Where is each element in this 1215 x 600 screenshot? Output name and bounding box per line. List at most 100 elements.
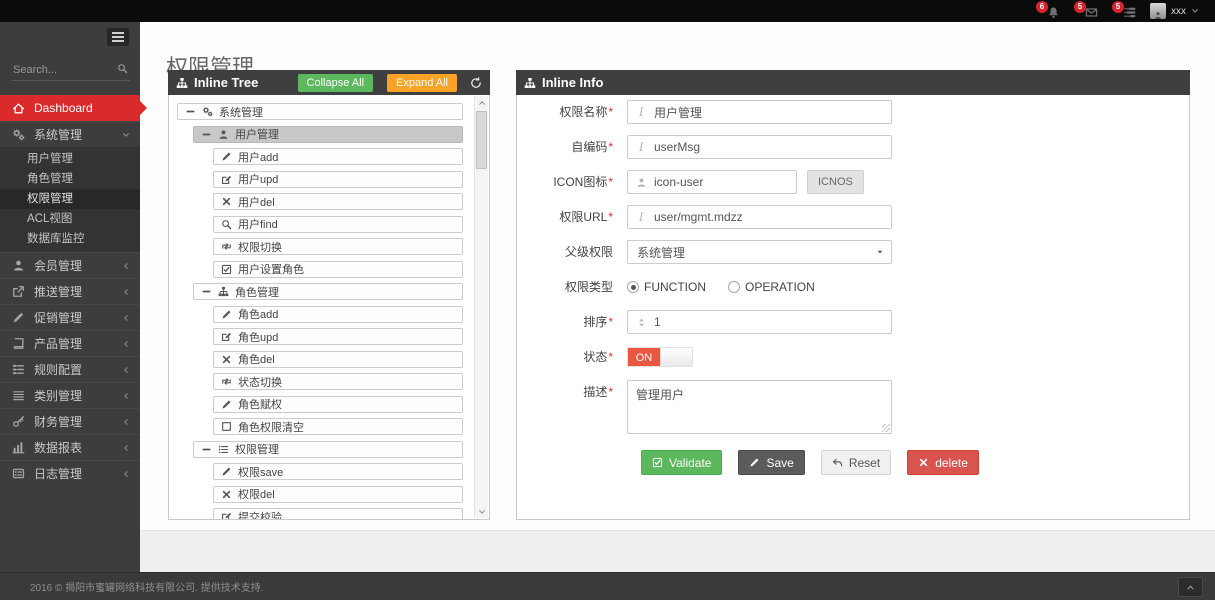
envelope-icon: [1085, 6, 1098, 19]
sort-prefix: [628, 317, 654, 328]
x-icon: [221, 196, 232, 207]
field-label-text: ICON图标: [553, 175, 608, 189]
tree-row[interactable]: 权限save: [213, 463, 463, 480]
sidebar-item-finance[interactable]: 财务管理: [0, 408, 140, 434]
permission-name-field[interactable]: I 用户管理: [627, 100, 892, 124]
button-label: delete: [935, 455, 968, 470]
sidebar-item-category[interactable]: 类别管理: [0, 382, 140, 408]
tree-row[interactable]: 系统管理: [177, 103, 463, 120]
tree-row[interactable]: 角色管理: [193, 283, 463, 300]
sort-field[interactable]: 1: [627, 310, 892, 334]
notification-tasks[interactable]: 5: [1112, 1, 1136, 19]
key-icon: [12, 415, 25, 428]
justify-icon: [12, 389, 25, 402]
field-value: icon-user: [654, 175, 704, 189]
sidebar-item-logs[interactable]: 日志管理: [0, 460, 140, 486]
pencil-icon: [221, 466, 232, 477]
tree-row[interactable]: 用户设置角色: [213, 260, 463, 278]
sidebar-subitem-db-monitor[interactable]: 数据库监控: [27, 233, 85, 245]
status-toggle[interactable]: ON: [627, 347, 693, 367]
form-row-status-toggle: 状态* ON: [517, 345, 1189, 369]
radio-option-operation[interactable]: OPERATION: [728, 280, 815, 294]
tree-row[interactable]: 提交校验: [213, 508, 463, 520]
tree-row-label: 角色管理: [235, 286, 279, 299]
search-icon: [117, 63, 128, 74]
scrollbar-thumb[interactable]: [476, 111, 487, 169]
save-button[interactable]: Save: [738, 450, 805, 475]
tree-row[interactable]: 角色upd: [213, 328, 463, 345]
tree-row[interactable]: 权限del: [213, 485, 463, 503]
tree-row[interactable]: 用户管理: [193, 125, 463, 143]
tree-row[interactable]: 权限管理: [193, 440, 463, 458]
edit-icon: [221, 174, 232, 185]
tree-row[interactable]: 角色del: [213, 350, 463, 368]
collapse-minus-icon: [201, 286, 212, 297]
tree-row-label: 用户设置角色: [238, 264, 304, 276]
checksq-icon: [652, 457, 663, 468]
validate-button[interactable]: Validate: [641, 450, 723, 475]
sidebar-item-push[interactable]: 推送管理: [0, 278, 140, 304]
tree-row[interactable]: 用户add: [213, 148, 463, 165]
sidebar-item-dashboard[interactable]: Dashboard: [0, 95, 147, 121]
reset-button[interactable]: Reset: [820, 450, 892, 475]
icon-field[interactable]: icon-user: [627, 170, 797, 194]
description-textarea[interactable]: 管理用户: [627, 380, 892, 434]
sidebar-subitem-acl-view[interactable]: ACL视图: [27, 213, 73, 225]
sidebar-item-reports[interactable]: 数据报表: [0, 434, 140, 460]
scroll-to-top-button[interactable]: [1178, 577, 1203, 597]
scrollbar-down-button[interactable]: [475, 505, 488, 518]
form-row-description-textarea: 描述* 管理用户: [517, 380, 1189, 434]
chevron-down-icon: [122, 131, 130, 139]
tree-row[interactable]: 用户upd: [213, 170, 463, 188]
tree-row[interactable]: 权限切换: [213, 238, 463, 255]
sidebar-item-rules[interactable]: 规则配置: [0, 356, 140, 382]
footer: 2016 © 揭阳市蜜罐网络科技有限公司. 提供技术支持.: [0, 572, 1215, 600]
icnos-button[interactable]: ICNOS: [807, 170, 864, 194]
refresh-icon[interactable]: [470, 77, 482, 89]
tree-row[interactable]: 角色权限清空: [213, 418, 463, 435]
sidebar-item-promotion[interactable]: 促销管理: [0, 304, 140, 330]
scrollbar-up-button[interactable]: [475, 96, 488, 109]
inline-tree-header: Inline Tree Collapse All Expand All: [168, 70, 490, 95]
sidebar-item-system-mgmt[interactable]: 系统管理: [0, 121, 140, 147]
notification-bell[interactable]: 6: [1036, 1, 1060, 19]
sidebar-item-product[interactable]: 产品管理: [0, 330, 140, 356]
search-input[interactable]: [12, 62, 130, 80]
parent-permission-select[interactable]: 系统管理: [627, 240, 892, 264]
chevron-up-icon: [478, 99, 486, 107]
avatar: [1150, 3, 1166, 19]
topbar-notifications: 6 5 5: [1036, 1, 1136, 19]
user-menu[interactable]: xxx: [1150, 3, 1199, 19]
required-asterisk: *: [608, 105, 613, 119]
sidebar-subitem-users[interactable]: 用户管理: [27, 153, 73, 165]
tree-row[interactable]: 用户find: [213, 215, 463, 233]
tree-row[interactable]: 角色add: [213, 305, 463, 323]
notification-envelope[interactable]: 5: [1074, 1, 1098, 19]
tree-row-label: 用户管理: [235, 129, 279, 141]
search-icon: [221, 219, 232, 230]
bell-icon: [1047, 6, 1060, 19]
radio-option-function[interactable]: FUNCTION: [627, 280, 706, 294]
delete-button[interactable]: delete: [907, 450, 979, 475]
collapse-all-button[interactable]: Collapse All: [297, 73, 374, 92]
collapse-minus-icon: [185, 106, 196, 117]
sidebar-toggle-button[interactable]: [107, 28, 129, 46]
sidebar-item-label: 系统管理: [34, 128, 83, 142]
expand-all-button[interactable]: Expand All: [387, 73, 457, 92]
tree-row[interactable]: 角色赋权: [213, 395, 463, 413]
sidebar-subitem-roles[interactable]: 角色管理: [27, 173, 73, 185]
tasks-icon: [1123, 6, 1136, 19]
tree-scrollbar[interactable]: [474, 96, 488, 518]
edit-icon: [221, 511, 232, 520]
tree-row-label: 状态切换: [238, 376, 282, 389]
sidebar-subitem-permissions[interactable]: 权限管理: [0, 189, 140, 209]
tree-row[interactable]: 状态切换: [213, 373, 463, 390]
sidebar-item-members[interactable]: 会员管理: [0, 252, 140, 278]
copyright-text: 2016 © 揭阳市蜜罐网络科技有限公司. 提供技术支持.: [30, 583, 264, 594]
tree-row[interactable]: 用户del: [213, 193, 463, 210]
user-name: xxx: [1171, 5, 1186, 17]
